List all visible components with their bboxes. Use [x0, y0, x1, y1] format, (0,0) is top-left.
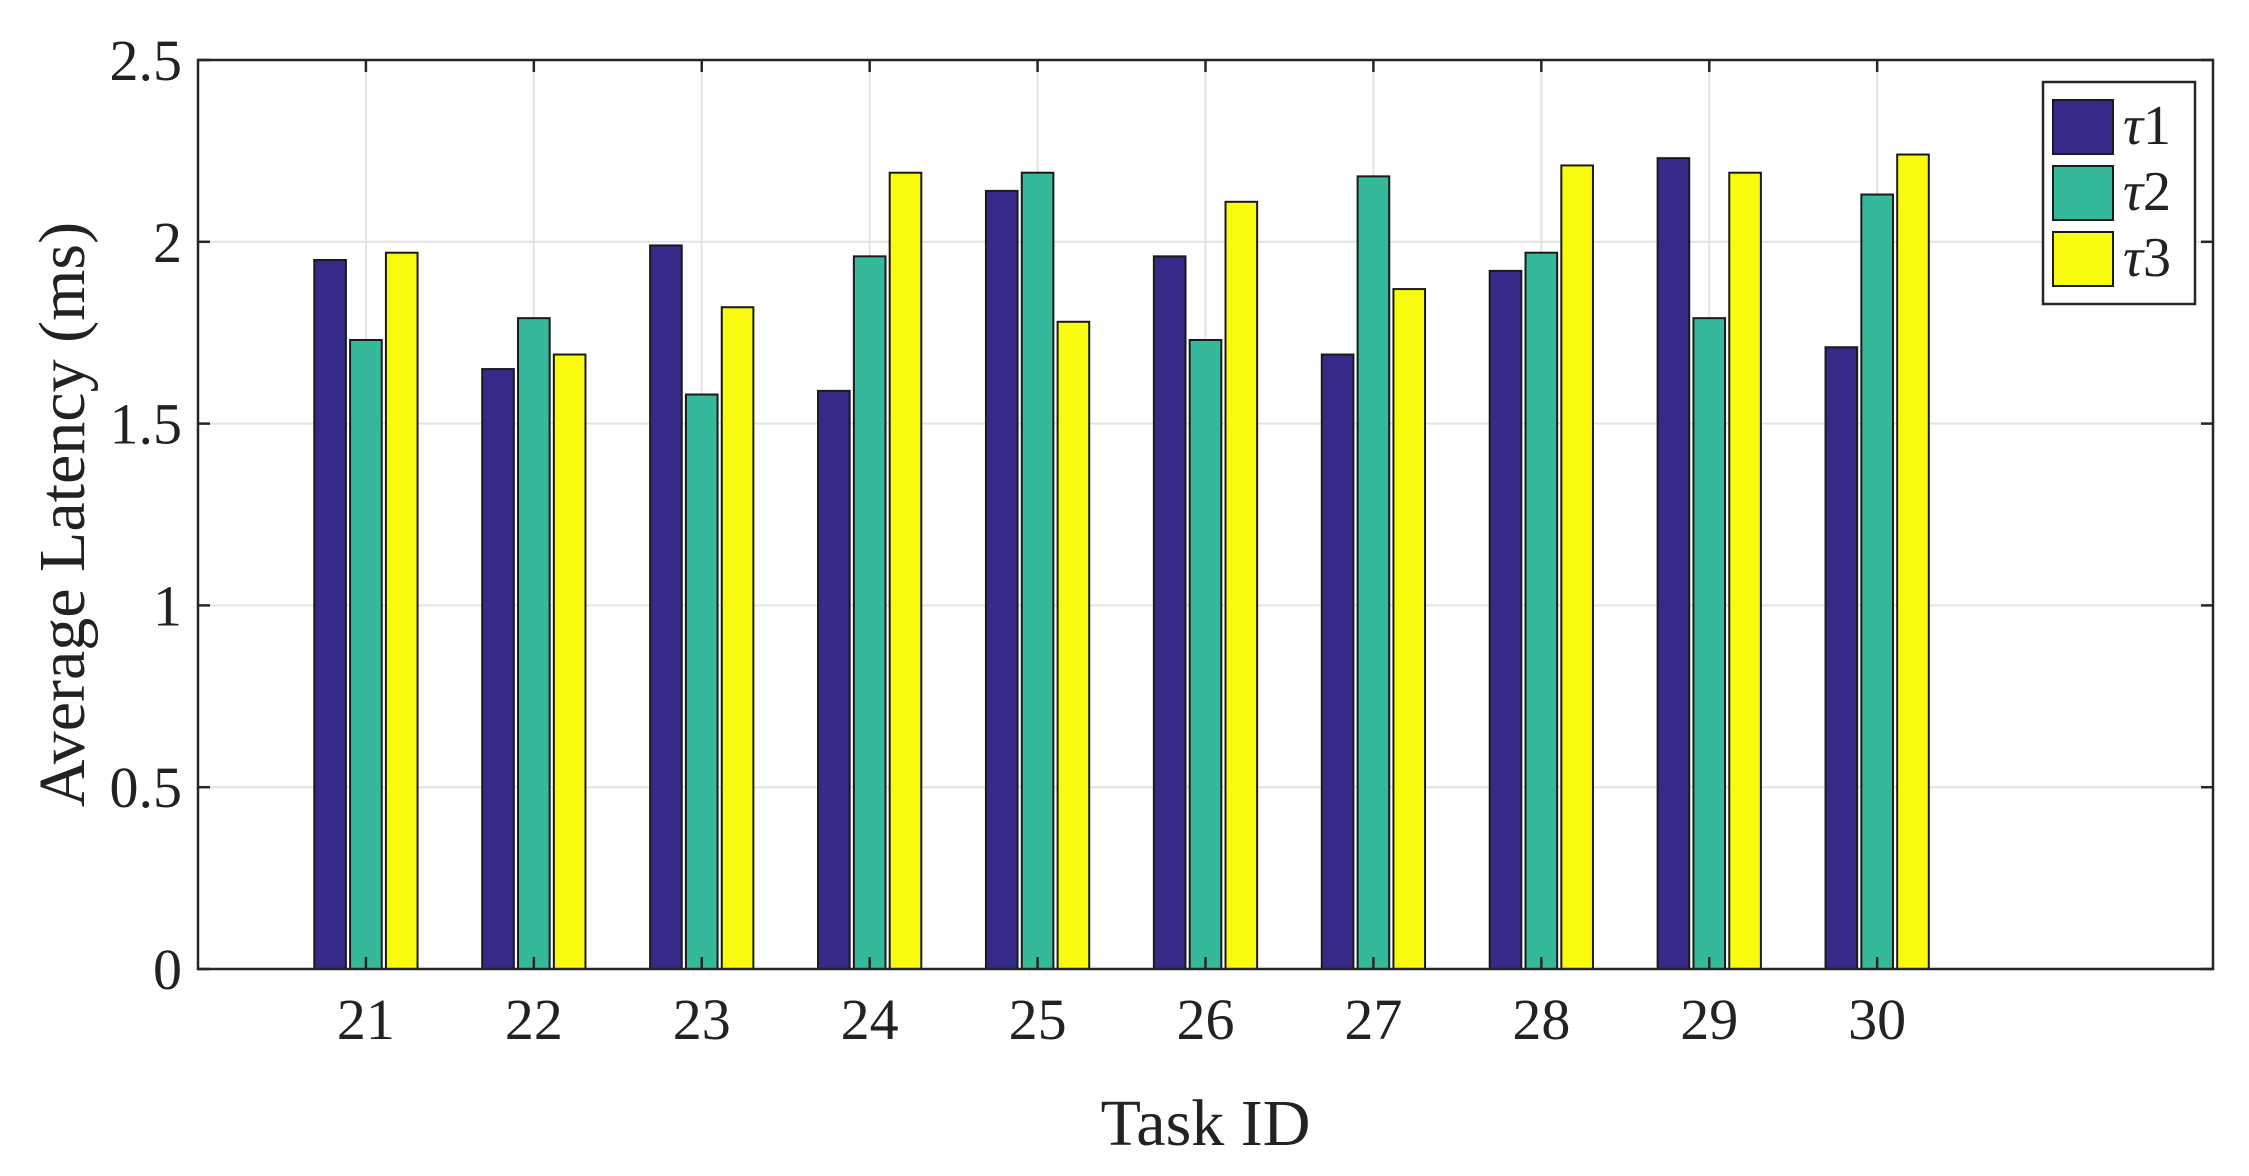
bar-1-task-30: [1824, 346, 1859, 970]
y-axis-title: Average Latency (ms): [26, 222, 99, 807]
legend-index: 1: [2143, 95, 2171, 157]
legend-index: 3: [2143, 227, 2171, 289]
bar-2-task-23: [684, 393, 719, 970]
bar-3-task-27: [1392, 288, 1427, 970]
bar-2-task-21: [349, 338, 383, 970]
bar-2-task-29: [1692, 317, 1727, 970]
bars: [313, 153, 1930, 971]
x-tick-label: 30: [1848, 987, 1906, 1052]
bar-1-task-25: [984, 189, 1019, 970]
bar-3-task-30: [1896, 153, 1930, 970]
bar-1-task-26: [1152, 255, 1187, 970]
bar-1-task-29: [1656, 157, 1691, 970]
bar-3-task-24: [888, 171, 923, 970]
x-tick-label: 26: [1177, 987, 1235, 1052]
legend-index: 2: [2143, 161, 2171, 223]
bar-1-task-21: [313, 258, 347, 971]
bar-3-task-26: [1224, 200, 1259, 970]
bar-3-task-25: [1056, 320, 1091, 970]
legend-swatch-1: [2052, 99, 2114, 155]
legend-label-2: τ2: [2123, 161, 2171, 223]
x-tick-label: 24: [841, 987, 899, 1052]
x-tick-label: 22: [505, 987, 563, 1052]
legend-symbol: τ: [2123, 227, 2145, 289]
y-tick-label: 2: [153, 210, 182, 275]
bar-3-task-23: [720, 306, 755, 970]
y-tick-label: 1: [153, 573, 182, 638]
x-tick-label: 28: [1512, 987, 1570, 1052]
bar-2-task-25: [1020, 171, 1055, 970]
bar-2-task-30: [1860, 193, 1894, 971]
x-axis-title: Task ID: [1101, 1087, 1311, 1160]
y-tick-label: 1.5: [110, 392, 183, 457]
bar-1-task-24: [817, 389, 851, 971]
y-tick-label: 2.5: [110, 28, 183, 93]
legend-label-3: τ3: [2123, 227, 2171, 289]
bar-1-task-28: [1488, 269, 1523, 970]
bar-1-task-22: [481, 368, 515, 970]
legend-swatch-3: [2052, 231, 2114, 287]
legend-symbol: τ: [2123, 161, 2145, 223]
x-tick-label: 21: [337, 987, 395, 1052]
legend-symbol: τ: [2123, 95, 2145, 157]
bar-2-task-27: [1356, 175, 1391, 971]
y-tick-label: 0: [153, 937, 182, 1002]
x-tick-label: 27: [1344, 987, 1402, 1052]
bar-3-task-28: [1560, 164, 1594, 971]
y-tick-label: 0.5: [110, 755, 183, 820]
ticks: 00.511.522.521 22 23 24 25 26 27 28 29 30: [110, 28, 2213, 1052]
bar-3-task-21: [384, 251, 419, 970]
x-tick-label: 29: [1680, 987, 1738, 1052]
legend-swatch-2: [2052, 165, 2114, 221]
bar-2-task-28: [1524, 251, 1559, 970]
x-tick-label: 25: [1009, 987, 1067, 1052]
bar-2-task-24: [852, 255, 887, 970]
bar-2-task-26: [1188, 338, 1223, 970]
bar-3-task-22: [552, 353, 587, 970]
bar-1-task-23: [649, 244, 683, 971]
bar-2-task-22: [517, 317, 551, 970]
bar-1-task-27: [1320, 353, 1355, 970]
x-tick-label: 23: [673, 987, 731, 1052]
legend-label-1: τ1: [2123, 95, 2171, 157]
bar-3-task-29: [1728, 171, 1762, 970]
